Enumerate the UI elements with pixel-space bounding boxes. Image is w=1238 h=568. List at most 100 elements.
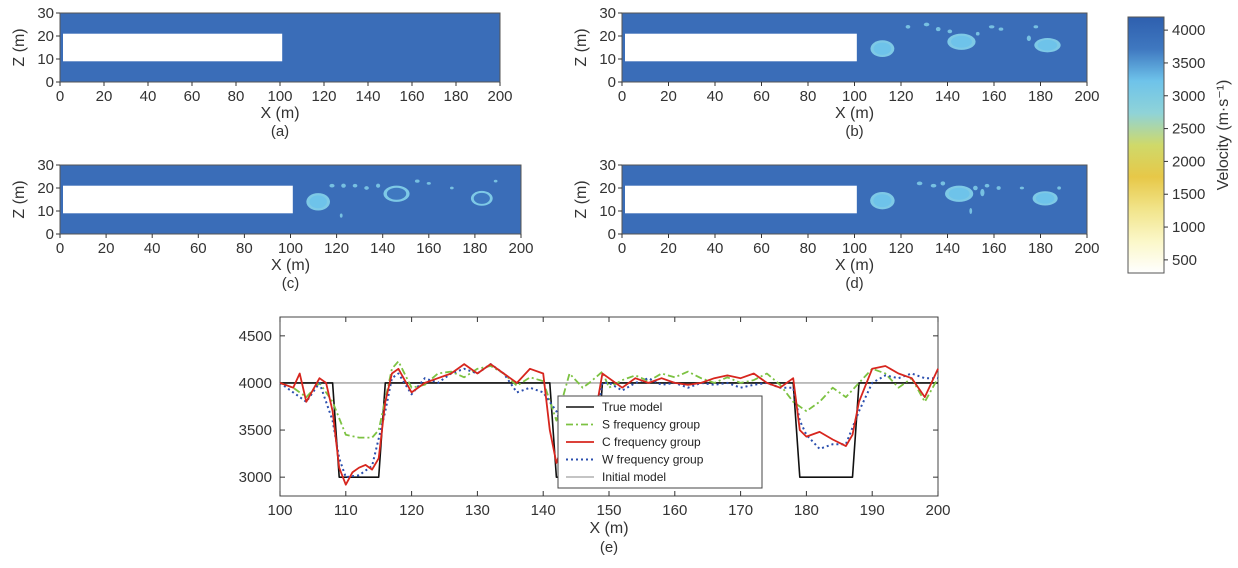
y-tick-label: 20 [599, 180, 616, 197]
x-tick-label: 200 [1074, 240, 1099, 257]
x-tick-label: 120 [888, 88, 913, 105]
x-tick-label: 80 [236, 240, 253, 257]
y-tick-label: 30 [37, 5, 54, 22]
x-tick-label: 120 [324, 240, 349, 257]
colorbar-tick-label: 1000 [1172, 219, 1205, 236]
legend-label: W frequency group [602, 453, 704, 467]
x-tick-label: 200 [487, 88, 512, 105]
y-tick-label: 20 [37, 180, 54, 197]
inversion-artifact [364, 186, 369, 190]
inversion-artifact [450, 186, 454, 190]
x-tick-label: 160 [416, 240, 441, 257]
x-axis-label: X (m) [271, 257, 310, 274]
x-tick-label: 40 [707, 88, 724, 105]
x-tick-label: 100 [842, 240, 867, 257]
y-tick-label: 10 [599, 203, 616, 220]
panel-caption: (a) [271, 123, 289, 140]
x-tick-label: 200 [1074, 88, 1099, 105]
inversion-artifact [1033, 25, 1039, 29]
inversion-artifact [493, 179, 498, 183]
x-tick-label: 60 [753, 88, 770, 105]
colorbar-tick-label: 4000 [1172, 22, 1205, 39]
y-tick-label: 4000 [239, 375, 272, 392]
anomaly-body [873, 194, 892, 208]
x-tick-label: 20 [96, 88, 113, 105]
y-tick-label: 10 [37, 203, 54, 220]
legend: True model S frequency group C frequency g… [557, 395, 763, 489]
x-tick-label: 80 [228, 88, 245, 105]
inversion-artifact [947, 29, 953, 34]
inversion-artifact [935, 27, 941, 32]
inversion-artifact [998, 27, 1004, 31]
x-tick-label: 200 [925, 502, 950, 519]
y-tick-label: 30 [37, 157, 54, 174]
inversion-artifact [1057, 186, 1061, 190]
y-axis-label: Z (m) [11, 28, 28, 66]
x-axis-label: X (m) [835, 105, 874, 122]
x-tick-label: 160 [399, 88, 424, 105]
x-tick-label: 20 [98, 240, 115, 257]
x-tick-label: 180 [794, 502, 819, 519]
panel-caption: (e) [600, 539, 618, 556]
x-tick-label: 0 [56, 88, 64, 105]
x-tick-label: 100 [267, 88, 292, 105]
inversion-artifact [980, 188, 985, 197]
x-tick-label: 120 [311, 88, 336, 105]
x-tick-label: 20 [660, 240, 677, 257]
x-tick-label: 80 [800, 240, 817, 257]
x-axis-label: X (m) [260, 105, 299, 122]
x-tick-label: 140 [531, 502, 556, 519]
y-axis-label: Z (m) [573, 180, 590, 218]
y-tick-label: 4500 [239, 328, 272, 345]
colorbar-tick-label: 500 [1172, 252, 1197, 269]
inversion-artifact [426, 182, 431, 185]
velocity-colorbar: 4000 3500 3000 2500 2000 1500 1000 500 Velocity … [1127, 16, 1232, 274]
inversion-artifact [930, 183, 937, 188]
inversion-artifact [940, 181, 946, 186]
x-tick-label: 120 [888, 240, 913, 257]
x-tick-label: 0 [618, 88, 626, 105]
anomaly-body [873, 42, 892, 55]
anomaly-body [1037, 39, 1058, 51]
velocity-map-d: 0 20 40 60 80 100 120 140 160 180 200 0 10 20 30 X (m) Z… [573, 157, 1100, 292]
anomaly-body [950, 35, 972, 48]
x-tick-label: 100 [267, 502, 292, 519]
inversion-artifact [969, 208, 973, 214]
inversion-artifact [341, 183, 346, 188]
tunnel-cavity [63, 33, 283, 62]
x-tick-label: 20 [660, 88, 677, 105]
inversion-artifact [996, 186, 1001, 190]
anomaly-body [473, 192, 490, 204]
colorbar-label: Velocity (m·s⁻¹) [1215, 80, 1232, 191]
x-tick-label: 0 [618, 240, 626, 257]
velocity-profile-chart: 100 110 120 130 140 150 160 170 180 190 200 3000 350… [239, 316, 951, 556]
y-tick-label: 0 [46, 226, 54, 243]
colorbar-tick-label: 3000 [1172, 88, 1205, 105]
y-tick-label: 30 [599, 157, 616, 174]
x-tick-label: 140 [355, 88, 380, 105]
colorbar-tick-label: 1500 [1172, 186, 1205, 203]
y-tick-label: 3500 [239, 422, 272, 439]
x-tick-label: 180 [1028, 240, 1053, 257]
x-tick-label: 170 [728, 502, 753, 519]
x-tick-label: 0 [56, 240, 64, 257]
inversion-artifact [923, 22, 930, 27]
x-tick-label: 200 [508, 240, 533, 257]
velocity-map-c: 0 20 40 60 80 100 120 140 160 180 200 0 10 20 30 X (m) Z… [11, 157, 534, 292]
anomaly-body [309, 195, 327, 209]
colorbar-tick-label: 3500 [1172, 55, 1205, 72]
x-tick-label: 100 [278, 240, 303, 257]
y-axis-label: Z (m) [573, 28, 590, 66]
x-tick-label: 180 [462, 240, 487, 257]
y-axis-label: Z (m) [11, 180, 28, 218]
y-tick-label: 0 [608, 74, 616, 91]
series-line-w-frequency-group [279, 363, 938, 479]
x-tick-label: 160 [981, 88, 1006, 105]
tunnel-cavity [63, 185, 293, 214]
y-tick-label: 0 [608, 226, 616, 243]
inversion-artifact [905, 24, 911, 29]
x-tick-label: 120 [399, 502, 424, 519]
y-tick-label: 0 [46, 74, 54, 91]
inversion-artifact [916, 181, 923, 186]
